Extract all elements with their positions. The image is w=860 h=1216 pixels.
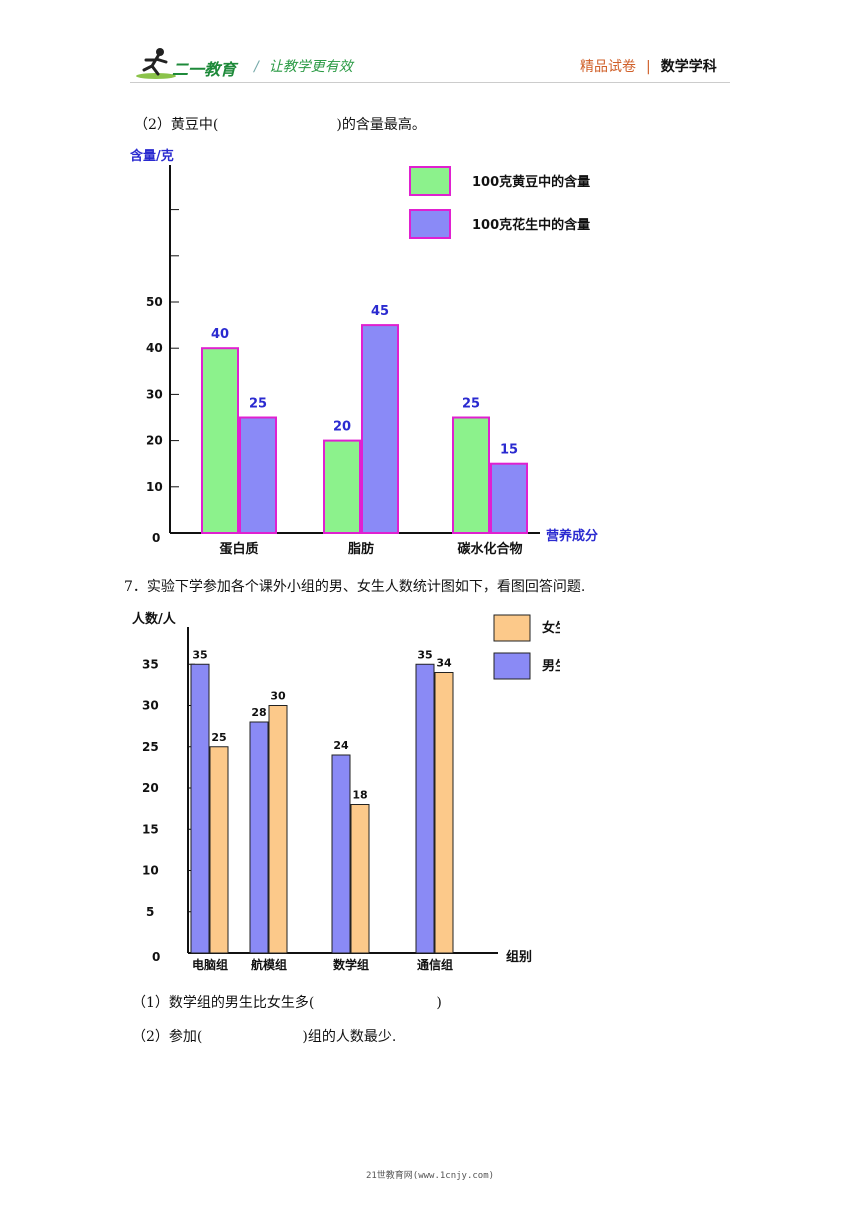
male-bar <box>249 721 269 954</box>
header-divider-line <box>130 82 730 83</box>
legend-swatch-soybean <box>409 166 451 196</box>
male-bar <box>190 663 210 954</box>
x-tick-label: 脂肪 <box>347 541 374 557</box>
y-tick-label: 20 <box>146 434 163 448</box>
slogan-separator: / <box>254 59 259 75</box>
data-label: 25 <box>462 397 480 412</box>
y-tick-label: 0 <box>152 531 160 545</box>
data-label: 40 <box>211 327 229 342</box>
x-tick-label: 碳水化合物 <box>457 541 522 557</box>
question-6-2-after: )的含量最高。 <box>336 117 426 133</box>
question-7-1-before: （1）数学组的男生比女生多( <box>132 995 315 1011</box>
data-label: 24 <box>333 739 349 752</box>
x-tick-label: 蛋白质 <box>219 541 258 557</box>
page-header: 二一教育 / 让教学更有效 精品试卷 | 数学学科 <box>0 0 860 90</box>
question-7-1-after: ) <box>436 995 442 1011</box>
y-axis-label: 人数/人 <box>132 611 177 627</box>
female-bar <box>434 672 454 954</box>
data-label: 28 <box>251 706 266 719</box>
peanut-bar <box>490 462 528 535</box>
y-tick-label: 40 <box>146 341 163 355</box>
female-bar <box>209 746 229 954</box>
y-tick-label: 50 <box>146 295 163 309</box>
y-tick-label: 30 <box>142 699 159 713</box>
y-tick-label: 20 <box>142 781 159 795</box>
soybean-bar <box>323 439 361 535</box>
y-tick-label: 0 <box>152 950 160 964</box>
y-tick-label: 15 <box>142 822 159 836</box>
data-label: 15 <box>500 443 518 458</box>
logo-text: 二一教育 <box>172 60 237 79</box>
y-tick-label: 10 <box>142 864 159 878</box>
y-tick-label: 5 <box>146 905 154 919</box>
legend-label: 女生 <box>542 620 560 636</box>
data-label: 30 <box>270 690 286 703</box>
x-axis-label: 营养成分 <box>546 528 598 544</box>
soybean-bar <box>201 347 239 534</box>
y-tick-label: 30 <box>146 387 163 401</box>
data-label: 35 <box>417 648 432 661</box>
x-tick-label: 通信组 <box>417 957 453 972</box>
question-7-1: （1）数学组的男生比女生多() <box>132 992 442 1012</box>
y-tick-label: 25 <box>142 740 159 754</box>
slogan: / 让教学更有效 <box>254 56 353 76</box>
question-7-stem: 7．实验下学参加各个课外小组的男、女生人数统计图如下，看图回答问题. <box>124 579 586 595</box>
data-label: 25 <box>211 731 226 744</box>
data-label: 25 <box>249 397 267 412</box>
y-axis-label: 含量/克 <box>129 148 174 164</box>
female-bar <box>350 804 370 954</box>
question-7-2-before: （2）参加( <box>132 1029 203 1045</box>
legend-swatch-female <box>493 614 531 642</box>
data-label: 45 <box>371 304 389 319</box>
data-label: 20 <box>333 420 351 435</box>
header-divider: | <box>646 59 651 75</box>
question-6-2-before: （2）黄豆中( <box>134 117 219 133</box>
legend-label: 100克黄豆中的含量 <box>472 174 590 190</box>
peanut-bar <box>239 416 277 534</box>
data-label: 18 <box>352 789 367 802</box>
legend-label: 男生 <box>542 658 560 674</box>
group-bar-chart: 人数/人组别 0 5 10 15 20 25 30 35 35 25 电脑组 28 30 航模组 24 18 数学… <box>132 611 560 972</box>
data-label: 35 <box>192 648 207 661</box>
legend-swatch-male <box>493 652 531 680</box>
x-axis-label: 组别 <box>506 949 532 965</box>
page-footer: 21世教育网(www.1cnjy.com) <box>365 1171 495 1181</box>
x-tick-label: 航模组 <box>251 957 287 972</box>
y-tick-label: 10 <box>146 480 163 494</box>
header-right: 精品试卷 | 数学学科 <box>580 56 717 76</box>
question-7-2-after: )组的人数最少. <box>302 1029 397 1045</box>
y-tick-label: 35 <box>142 657 159 671</box>
legend-label: 100克花生中的含量 <box>472 217 590 233</box>
x-tick-label: 数学组 <box>333 957 369 972</box>
data-label: 34 <box>436 657 452 670</box>
x-tick-label: 电脑组 <box>192 957 228 972</box>
runner-logo-icon <box>136 48 176 79</box>
male-bar <box>415 663 435 954</box>
peanut-bar <box>361 324 399 534</box>
question-6-2: （2）黄豆中( )的含量最高。 <box>134 114 426 134</box>
header-label-premium: 精品试卷 <box>580 59 636 75</box>
legend-swatch-peanut <box>409 209 451 239</box>
header-label-subject: 数学学科 <box>660 59 717 75</box>
male-bar <box>331 754 351 954</box>
female-bar <box>268 705 288 954</box>
question-7-2: （2）参加( )组的人数最少. <box>132 1026 396 1046</box>
slogan-text: 让教学更有效 <box>268 59 353 75</box>
soybean-bar <box>452 416 490 534</box>
